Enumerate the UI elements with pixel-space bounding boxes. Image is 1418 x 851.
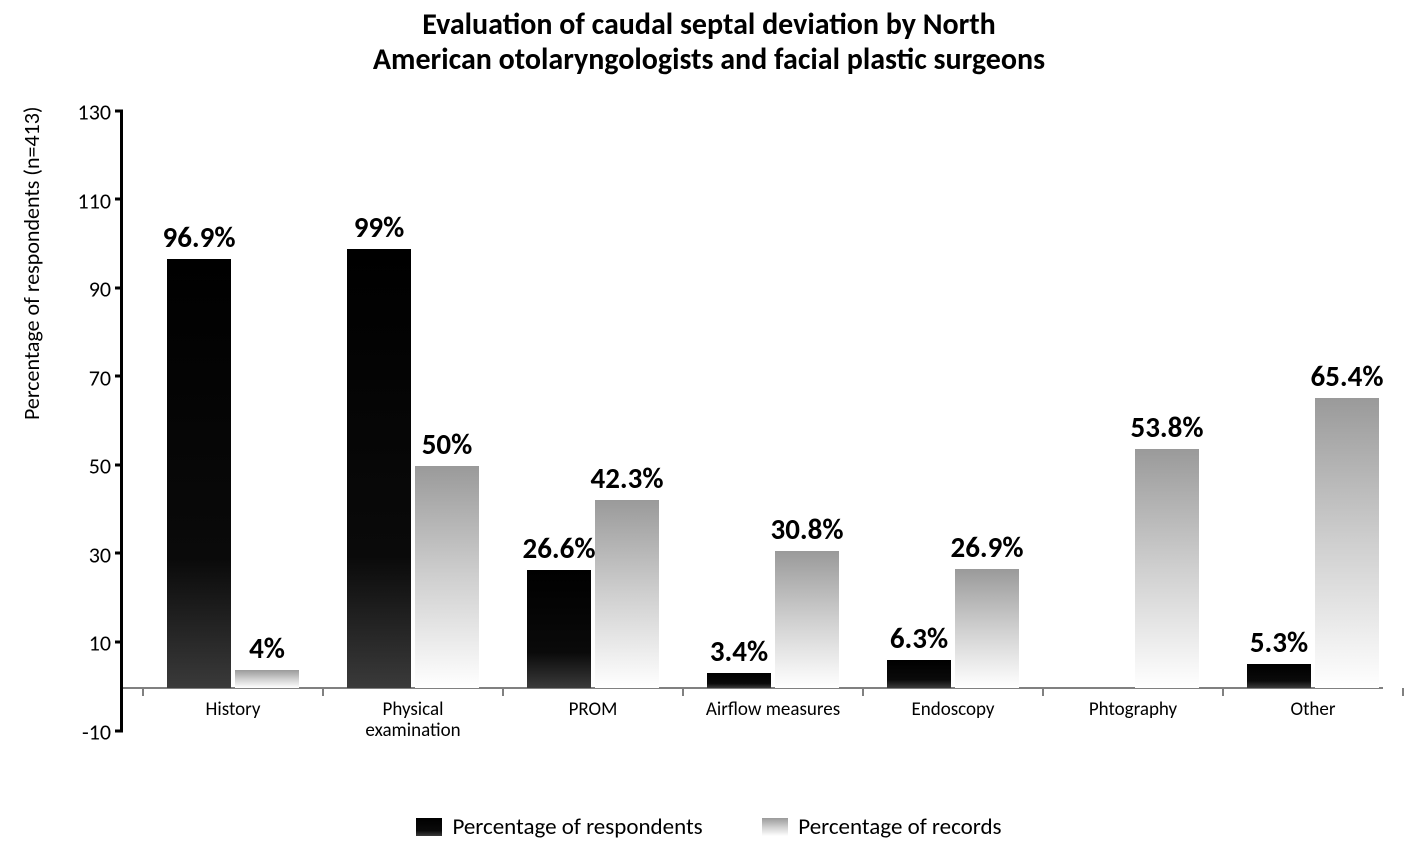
bar-records: [415, 466, 479, 687]
category-group: 99%50%Physicalexamination: [323, 112, 503, 732]
legend-item-respondents: Percentage of respondents: [416, 813, 702, 841]
y-tick-label: 90: [51, 276, 123, 303]
category-tick: [1402, 688, 1404, 696]
data-label-respondents: 96.9%: [163, 219, 236, 255]
data-label-records: 42.3%: [591, 460, 664, 496]
chart-container: Evaluation of caudal septal deviation by…: [0, 0, 1418, 851]
bar-records: [955, 569, 1019, 688]
category-label: Other: [1223, 694, 1403, 721]
bar-records: [1135, 449, 1199, 687]
legend: Percentage of respondents Percentage of …: [0, 813, 1418, 841]
category-label: Airflow measures: [683, 694, 863, 721]
category-label: Endoscopy: [863, 694, 1043, 721]
legend-item-records: Percentage of records: [762, 813, 1001, 841]
data-label-records: 26.9%: [951, 529, 1024, 565]
category-tick: [142, 688, 144, 696]
data-label-respondents: 99%: [354, 209, 405, 245]
bar-records: [235, 670, 299, 688]
y-tick-label: 70: [51, 364, 123, 391]
data-label-records: 4%: [249, 630, 285, 666]
legend-swatch-light: [762, 818, 788, 836]
legend-label-records: Percentage of records: [798, 813, 1001, 841]
category-group: 96.9% 4% History: [143, 112, 323, 732]
legend-label-respondents: Percentage of respondents: [452, 813, 702, 841]
data-label-respondents: 5.3%: [1250, 624, 1308, 660]
bar-respondents: [167, 259, 231, 688]
y-tick-label: -10: [51, 719, 123, 746]
y-tick-label: 110: [51, 187, 123, 214]
bar-respondents: [1247, 664, 1311, 687]
bar-respondents: [347, 249, 411, 687]
category-group: 3.4% 30.8% Airflow measures: [683, 112, 863, 732]
legend-swatch-dark: [416, 818, 442, 836]
category-group: 53.8% Phtography: [1043, 112, 1223, 732]
chart-title-line2: American otolaryngologists and facial pl…: [0, 43, 1418, 78]
data-label-records: 50%: [422, 426, 473, 462]
data-label-records: 65.4%: [1311, 358, 1384, 394]
data-label-records: 53.8%: [1131, 409, 1204, 445]
bar-respondents: [887, 660, 951, 688]
bar-records: [1315, 398, 1379, 688]
y-tick-label: 50: [51, 453, 123, 480]
category-group: 6.3% 26.9% Endoscopy: [863, 112, 1043, 732]
data-label-records: 30.8%: [771, 511, 844, 547]
category-label: PROM: [503, 694, 683, 721]
bar-respondents: [527, 570, 591, 688]
bar-respondents: [707, 673, 771, 688]
category-label: Physicalexamination: [323, 694, 503, 742]
chart-title: Evaluation of caudal septal deviation by…: [0, 8, 1418, 77]
data-label-respondents: 6.3%: [890, 620, 948, 656]
y-tick-label: 30: [51, 541, 123, 568]
y-axis-label: Percentage of respondents (n=413): [18, 106, 45, 420]
chart-title-line1: Evaluation of caudal septal deviation by…: [0, 8, 1418, 43]
y-tick-label: 10: [51, 630, 123, 657]
bar-records: [595, 500, 659, 687]
y-tick-label: 130: [51, 99, 123, 126]
category-label: History: [143, 694, 323, 721]
category-group: 26.6% 42.3% PROM: [503, 112, 683, 732]
bar-records: [775, 551, 839, 687]
data-label-respondents: 26.6%: [523, 530, 596, 566]
plot-area: -10103050709011013096.9%4%History99%50%P…: [120, 112, 1383, 732]
category-label: Phtography: [1043, 694, 1223, 721]
data-label-respondents: 3.4%: [710, 633, 768, 669]
category-group: 5.3% 65.4% Other: [1223, 112, 1403, 732]
